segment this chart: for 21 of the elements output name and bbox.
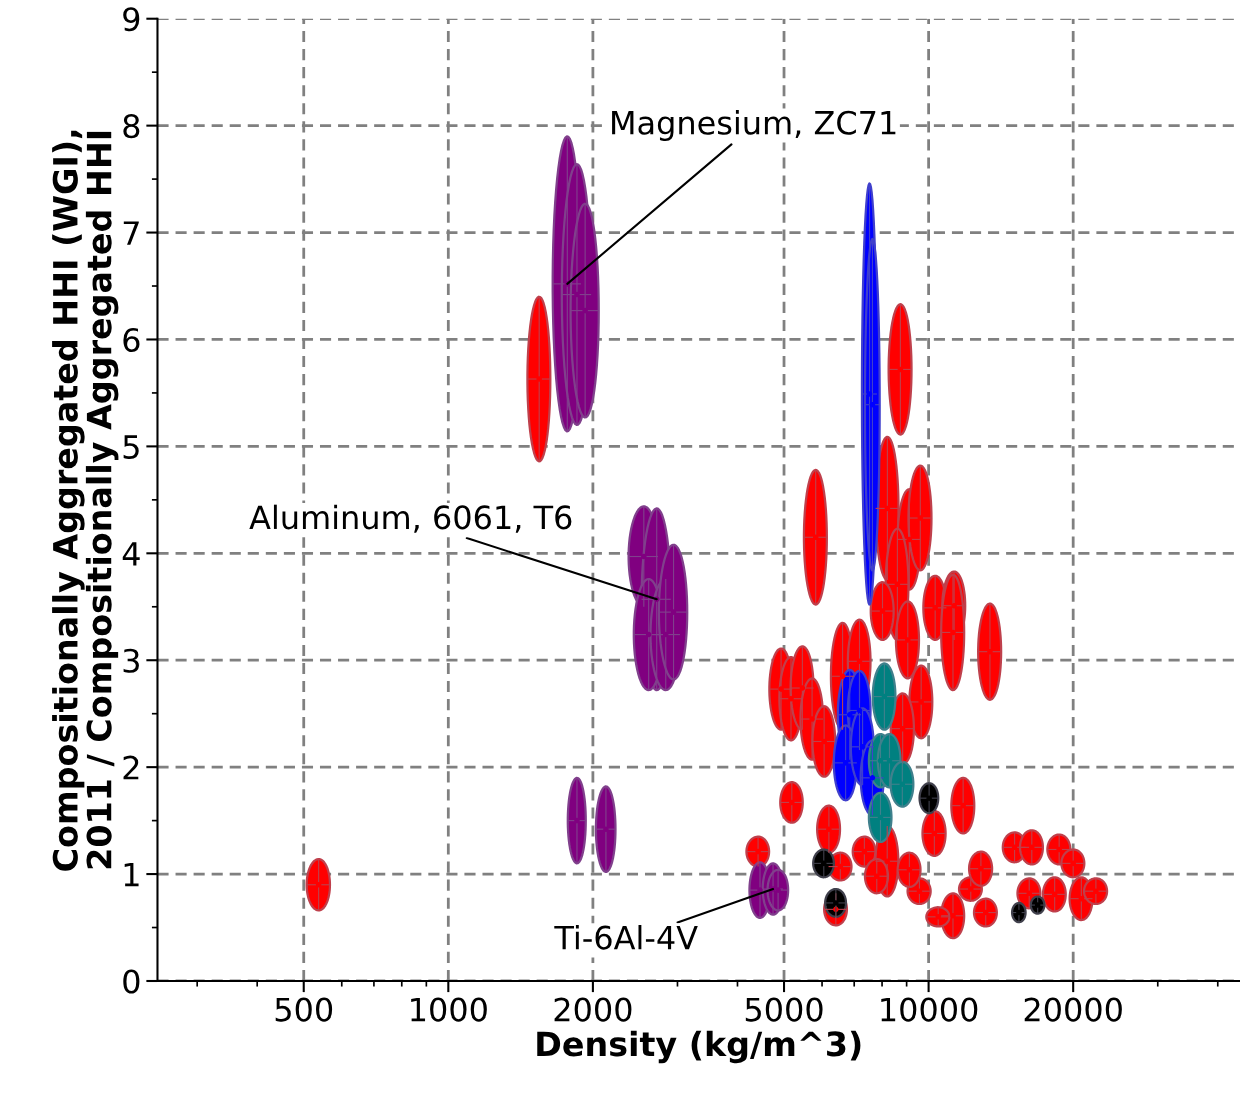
x-tick-label: 500 — [275, 997, 333, 1022]
annotation: Ti-6Al-4V — [554, 924, 698, 950]
y-axis-title: Compositionally Aggregated HHI (WGI), 2011 / Compositionally Aggregated HHI — [52, 130, 119, 871]
x-tick-label: 10000 — [881, 997, 978, 1022]
x-tick-label: 1000 — [411, 997, 487, 1022]
y-tick-label: 0 — [123, 969, 140, 994]
y-tick-label: 4 — [122, 542, 140, 566]
y-tick-label: 3 — [123, 648, 139, 673]
annotation: Magnesium, ZC71 — [612, 110, 896, 141]
y-tick-label: 5 — [123, 435, 139, 459]
annotation: Aluminum, 6061, T6 — [249, 504, 572, 533]
x-axis-title: Density (kg/m^3) — [537, 1030, 861, 1064]
y-tick-label: 7 — [123, 221, 139, 245]
x-tick-label: 20000 — [1024, 997, 1122, 1022]
x-tick-label: 5000 — [745, 997, 823, 1022]
y-tick-label: 6 — [123, 327, 140, 353]
y-tick-label: 1 — [124, 862, 139, 887]
y-tick-label: 8 — [123, 114, 140, 139]
y-tick-label: 2 — [123, 755, 139, 780]
y-tick-label: 9 — [123, 7, 140, 32]
x-tick-label: 2000 — [554, 997, 632, 1022]
